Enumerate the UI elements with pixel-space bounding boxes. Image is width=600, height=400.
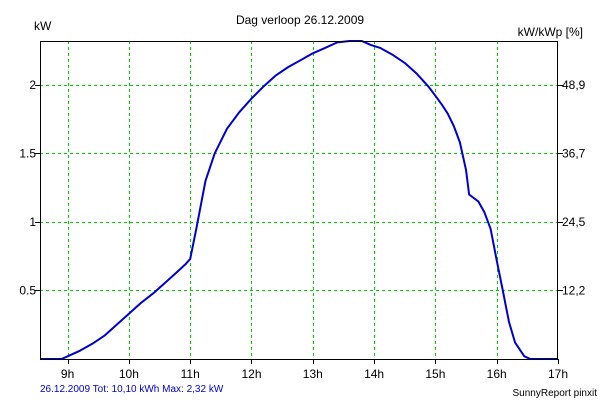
y-axis-label-right: kW/kWp [%] — [518, 25, 583, 39]
x-tick-label: 10h — [119, 367, 139, 381]
x-tick-label: 13h — [303, 367, 323, 381]
y-tick-label-right: 48,9 — [562, 78, 586, 92]
series-layer — [40, 40, 558, 360]
x-tick-label: 16h — [487, 367, 507, 381]
y-tick-label-right: 12,2 — [562, 283, 586, 297]
footer-credit: SunnyReport pinxit — [513, 388, 598, 399]
y-axis-label-left: kW — [34, 19, 52, 33]
x-tick-label: 11h — [181, 367, 200, 381]
y-tick-label-right: 24,5 — [562, 215, 586, 229]
plot-frame — [35, 41, 563, 364]
y-tick-label-left: 2 — [29, 78, 36, 92]
power-series-line — [40, 40, 558, 360]
tick-labels: 9h 10h 11h 12h 13h 14h 15h 16h 17h 0.5 1 1.5 2 12,2 24… — [19, 78, 585, 381]
x-tick-label: 14h — [364, 367, 384, 381]
y-tick-label-left: 1.5 — [19, 146, 36, 160]
x-tick-label: 9h — [61, 367, 74, 381]
x-tick-label: 12h — [241, 367, 261, 381]
y-tick-label-right: 36,7 — [562, 146, 586, 160]
chart-title: Dag verloop 26.12.2009 — [236, 13, 364, 27]
y-tick-label-left: 0.5 — [19, 283, 36, 297]
grid — [40, 41, 558, 359]
y-tick-label-left: 1 — [29, 215, 36, 229]
plot-border — [40, 41, 558, 360]
x-tick-label: 15h — [425, 367, 445, 381]
x-tick-label: 17h — [548, 367, 568, 381]
footer-summary: 26.12.2009 Tot: 10,10 kWh Max: 2,32 kW — [40, 384, 224, 395]
